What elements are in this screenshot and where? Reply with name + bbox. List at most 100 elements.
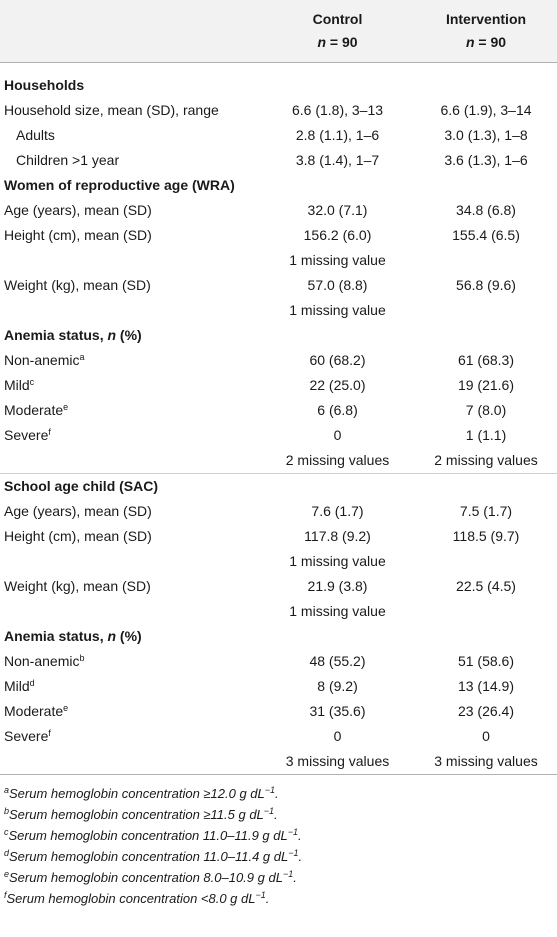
row-label: Children >1 year [16,152,120,168]
missing-row: 1 missing value [0,599,557,624]
missing-row: 3 missing values 3 missing values [0,749,557,775]
cell-control: 6.6 (1.8), 3–13 [291,102,384,118]
cell-intervention: 155.4 (6.5) [452,227,520,243]
missing-row: 1 missing value [0,248,557,273]
row-label: Non-anemica [4,352,85,368]
header-blank [0,0,260,31]
cell-control: 21.9 (3.8) [307,578,368,594]
section-wra: Women of reproductive age (WRA) [0,173,557,198]
missing-row: 1 missing value [0,549,557,574]
table-row: Mildd 8 (9.2) 13 (14.9) [0,674,557,699]
footnote: cSerum hemoglobin concentration 11.0–11.… [4,827,302,844]
missing-control: 2 missing values [260,448,415,474]
cell-intervention: 19 (21.6) [457,377,515,393]
row-label: Mildc [4,377,35,393]
cell-control: 0 [333,427,342,443]
section-title: Women of reproductive age (WRA) [4,177,235,193]
n-value: = 90 [474,34,507,50]
cell-control: 48 (55.2) [309,653,366,669]
missing-control: 1 missing value [289,603,386,619]
row-label: Mildd [4,678,35,694]
table-row: Non-anemica 60 (68.2) 61 (68.3) [0,348,557,373]
cell-control: 156.2 (6.0) [303,227,372,243]
cell-intervention: 34.8 (6.8) [456,202,516,218]
n-symbol: n [317,34,327,50]
table-row: Children >1 year 3.8 (1.4), 1–7 3.6 (1.3… [0,148,557,173]
n-value: = 90 [326,34,358,50]
missing-intervention: 3 missing values [415,749,557,775]
section-title: Anemia status, n (%) [0,624,260,649]
table-row: Adults 2.8 (1.1), 1–6 3.0 (1.3), 1–8 [0,123,557,148]
row-label: Household size, mean (SD), range [4,102,219,118]
footnote: fSerum hemoglobin concentration <8.0 g d… [4,890,270,907]
cell-intervention: 13 (14.9) [457,678,515,694]
missing-control: 1 missing value [289,252,386,268]
cell-intervention: 118.5 (9.7) [452,528,520,544]
row-label: Moderatee [4,402,69,418]
table-row: Household size, mean (SD), range 6.6 (1.… [0,98,557,123]
cell-intervention: 23 (26.4) [457,703,515,719]
cell-control: 57.0 (8.8) [307,277,368,293]
row-label: Age (years), mean (SD) [4,503,152,519]
table-row: Moderatee 31 (35.6) 23 (26.4) [0,699,557,724]
footnote: eSerum hemoglobin concentration 8.0–10.9… [4,869,297,886]
header-control: Control [260,0,415,31]
cell-intervention: 1 (1.1) [465,427,507,443]
cell-control: 8 (9.2) [317,678,358,694]
table-row: Age (years), mean (SD) 32.0 (7.1) 34.8 (… [0,198,557,223]
row-label: Age (years), mean (SD) [4,202,152,218]
cell-intervention: 22.5 (4.5) [456,578,516,594]
cell-control: 3.8 (1.4), 1–7 [295,152,380,168]
footnote: dSerum hemoglobin concentration 11.0–11.… [4,848,303,865]
table-row: Severef 0 0 [0,724,557,749]
row-label: Non-anemicb [4,653,85,669]
section-title: Anemia status, n (%) [0,323,260,348]
cell-control: 60 (68.2) [309,352,366,368]
anemia-pct: (%) [116,327,142,343]
cell-control: 7.6 (1.7) [311,503,364,519]
table-row: Height (cm), mean (SD) 156.2 (6.0) 155.4… [0,223,557,248]
missing-control: 1 missing value [289,302,386,318]
table-row: Age (years), mean (SD) 7.6 (1.7) 7.5 (1.… [0,499,557,524]
anemia-title-text: Anemia status, [4,628,108,644]
row-label: Weight (kg), mean (SD) [4,277,151,293]
table-row: Mildc 22 (25.0) 19 (21.6) [0,373,557,398]
missing-intervention: 2 missing values [415,448,557,474]
cell-intervention: 3.0 (1.3), 1–8 [444,127,528,143]
table-header: Control Intervention n = 90 n = 90 [0,0,557,63]
cell-control: 117.8 (9.2) [304,528,371,544]
section-title: School age child (SAC) [4,478,159,494]
table-row: Height (cm), mean (SD) 117.8 (9.2) 118.5… [0,524,557,549]
table-row: Weight (kg), mean (SD) 21.9 (3.8) 22.5 (… [0,574,557,599]
table-row: Weight (kg), mean (SD) 57.0 (8.8) 56.8 (… [0,273,557,298]
row-label: Severef [4,427,51,443]
footnote: aSerum hemoglobin concentration ≥12.0 g … [4,785,279,802]
header-intervention: Intervention [415,0,557,31]
cell-intervention: 56.8 (9.6) [456,277,516,293]
cell-intervention: 51 (58.6) [457,653,515,669]
characteristics-table: Control Intervention n = 90 n = 90 House… [0,0,557,775]
header-control-n: n = 90 [260,31,415,63]
section-sac-anemia: Anemia status, n (%) [0,624,557,649]
row-label: Moderatee [4,703,69,719]
section-title: Households [4,77,85,93]
cell-control: 6 (6.8) [317,402,358,418]
cell-control: 2.8 (1.1), 1–6 [295,127,380,143]
row-label: Height (cm), mean (SD) [4,227,152,243]
cell-intervention: 0 [482,728,490,744]
table-body: Households Household size, mean (SD), ra… [0,63,557,775]
header-blank-2 [0,31,260,63]
anemia-pct: (%) [116,628,142,644]
missing-control: 1 missing value [289,553,386,569]
section-wra-anemia: Anemia status, n (%) [0,323,557,348]
row-label: Weight (kg), mean (SD) [4,578,151,594]
cell-control: 0 [333,728,342,744]
row-label: Adults [16,127,55,143]
table-row: Moderatee 6 (6.8) 7 (8.0) [0,398,557,423]
cell-control: 32.0 (7.1) [307,202,368,218]
footnote: bSerum hemoglobin concentration ≥11.5 g … [4,806,278,823]
cell-control: 22 (25.0) [309,377,366,393]
cell-control: 31 (35.6) [309,703,366,719]
anemia-n: n [107,628,117,644]
table-row: Severef 0 1 (1.1) [0,423,557,448]
